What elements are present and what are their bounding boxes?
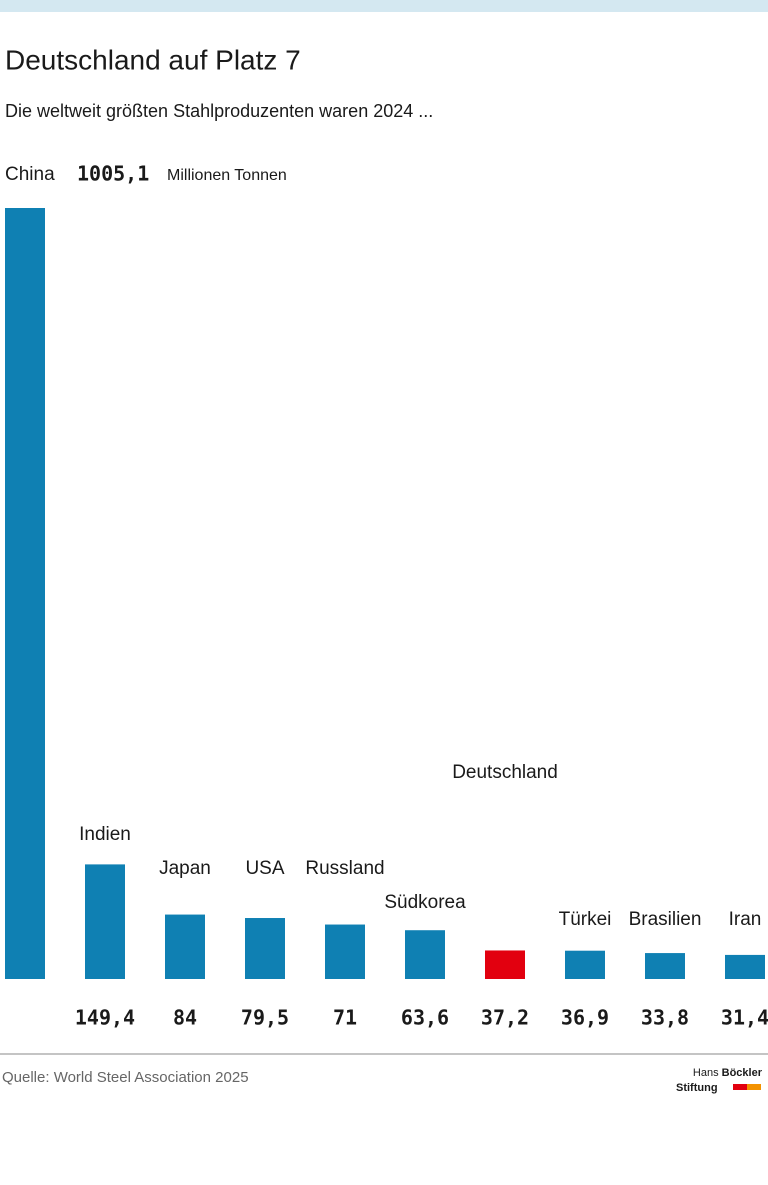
- category-label: Indien: [79, 824, 131, 845]
- logo-text: Böckler: [722, 1067, 763, 1079]
- logo: Hans Böckler: [693, 1067, 763, 1079]
- value-label: 63,6: [401, 1006, 449, 1030]
- value-label: 84: [173, 1006, 197, 1030]
- bar: [405, 930, 445, 979]
- category-label: Südkorea: [384, 892, 466, 913]
- value-label: 1005,1: [77, 162, 149, 186]
- bar: [645, 953, 685, 979]
- logo-mark: [733, 1084, 747, 1090]
- category-label: Japan: [159, 858, 211, 879]
- bar: [85, 864, 125, 979]
- bar: [5, 208, 45, 979]
- bar: [325, 924, 365, 979]
- category-label: Türkei: [559, 909, 612, 930]
- top-band: [0, 0, 768, 12]
- logo-text: Stiftung: [676, 1082, 718, 1094]
- chart-title: Deutschland auf Platz 7: [5, 44, 301, 75]
- value-label: 31,4: [721, 1006, 768, 1030]
- logo-text: Hans: [693, 1067, 719, 1079]
- value-label: 71: [333, 1006, 357, 1030]
- source: Quelle: World Steel Association 2025: [2, 1069, 249, 1086]
- category-label: USA: [245, 858, 284, 879]
- category-label: Russland: [305, 858, 384, 879]
- chart-subtitle: Die weltweit größten Stahlproduzenten wa…: [5, 101, 433, 121]
- logo-mark: [747, 1084, 761, 1090]
- bar: [725, 954, 765, 979]
- bar: [245, 918, 285, 979]
- category-label: Brasilien: [629, 909, 702, 930]
- value-label: 149,4: [75, 1006, 135, 1030]
- category-label: China: [5, 164, 55, 185]
- value-label: 79,5: [241, 1006, 289, 1030]
- bar: [485, 950, 525, 979]
- bar: [565, 950, 605, 979]
- value-label: 36,9: [561, 1006, 609, 1030]
- category-label: Deutschland: [452, 762, 558, 783]
- value-label: 33,8: [641, 1006, 689, 1030]
- bar: [165, 914, 205, 979]
- unit-label: Millionen Tonnen: [167, 167, 287, 184]
- value-label: 37,2: [481, 1006, 529, 1030]
- category-label: Iran: [729, 909, 762, 930]
